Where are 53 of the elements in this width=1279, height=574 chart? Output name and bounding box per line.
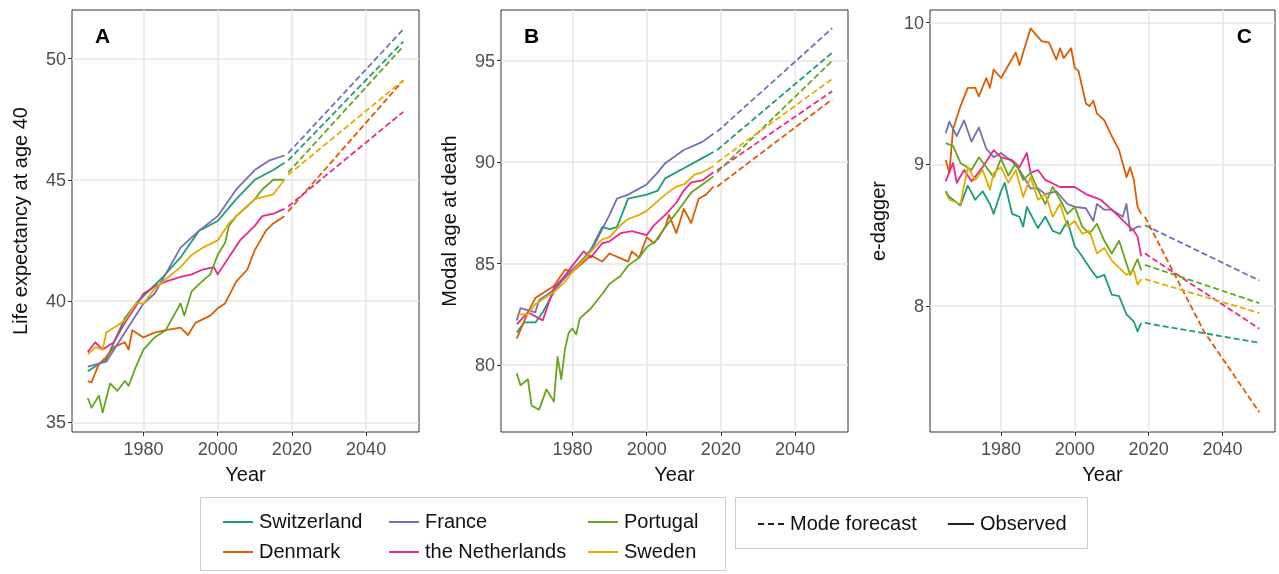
y-tick-label: 50 xyxy=(45,48,66,69)
line-series xyxy=(515,175,715,411)
line-series xyxy=(515,132,715,322)
y-tick-label: 35 xyxy=(45,412,66,433)
x-axis-title: Year xyxy=(1082,463,1124,485)
y-tick-label: 9 xyxy=(913,154,924,175)
x-axis-title: Year xyxy=(225,463,267,485)
x-tick-label: 2020 xyxy=(271,439,312,459)
x-tick-label: 2020 xyxy=(700,439,741,459)
x-tick-label: 2040 xyxy=(775,439,816,459)
y-tick-label: 10 xyxy=(903,12,924,33)
text: A xyxy=(95,24,111,47)
y-axis-title: Modal age at death xyxy=(438,135,460,307)
y-tick-label: 45 xyxy=(45,169,66,190)
y-tick-label: 90 xyxy=(474,152,495,173)
legend-label: France xyxy=(425,510,488,533)
line-series xyxy=(944,142,1143,276)
text: B xyxy=(524,24,540,47)
y-tick-label: 80 xyxy=(474,355,495,376)
line-series xyxy=(86,215,286,384)
y-axis-title: Life expectancy at age 40 xyxy=(9,107,31,335)
x-tick-label: 2040 xyxy=(1202,439,1243,459)
line-series xyxy=(944,149,1143,258)
legend-label: Sweden xyxy=(624,540,697,563)
line-series xyxy=(944,119,1143,232)
x-tick-label: 1980 xyxy=(981,439,1022,459)
text: Observed xyxy=(980,512,1067,535)
line-series xyxy=(944,166,1143,286)
x-axis-title: Year xyxy=(654,463,696,485)
x-tick-label: 2020 xyxy=(1128,439,1169,459)
x-tick-label: 1980 xyxy=(552,439,593,459)
x-tick-label: 1980 xyxy=(123,439,164,459)
legend-label: Switzerland xyxy=(259,510,363,533)
legend-label: Denmark xyxy=(259,540,341,563)
x-tick-label: 2000 xyxy=(1054,439,1095,459)
text: Mode forecast xyxy=(790,512,917,535)
y-tick-label: 85 xyxy=(474,253,495,274)
line-series xyxy=(944,27,1143,215)
legend-label: the Netherlands xyxy=(425,540,567,563)
line-series xyxy=(86,178,286,414)
line-series xyxy=(944,181,1143,333)
line-series xyxy=(86,178,286,356)
legend-label: Portugal xyxy=(624,510,699,533)
y-tick-label: 95 xyxy=(474,50,495,71)
y-tick-label: 8 xyxy=(913,295,924,316)
y-axis-title: e-dagger xyxy=(867,180,889,262)
y-tick-label: 40 xyxy=(45,291,66,312)
line-series xyxy=(86,207,286,353)
x-tick-label: 2000 xyxy=(197,439,238,459)
x-tick-label: 2040 xyxy=(346,439,387,459)
line-series xyxy=(515,185,715,340)
x-tick-label: 2000 xyxy=(626,439,667,459)
text: C xyxy=(1236,24,1253,47)
